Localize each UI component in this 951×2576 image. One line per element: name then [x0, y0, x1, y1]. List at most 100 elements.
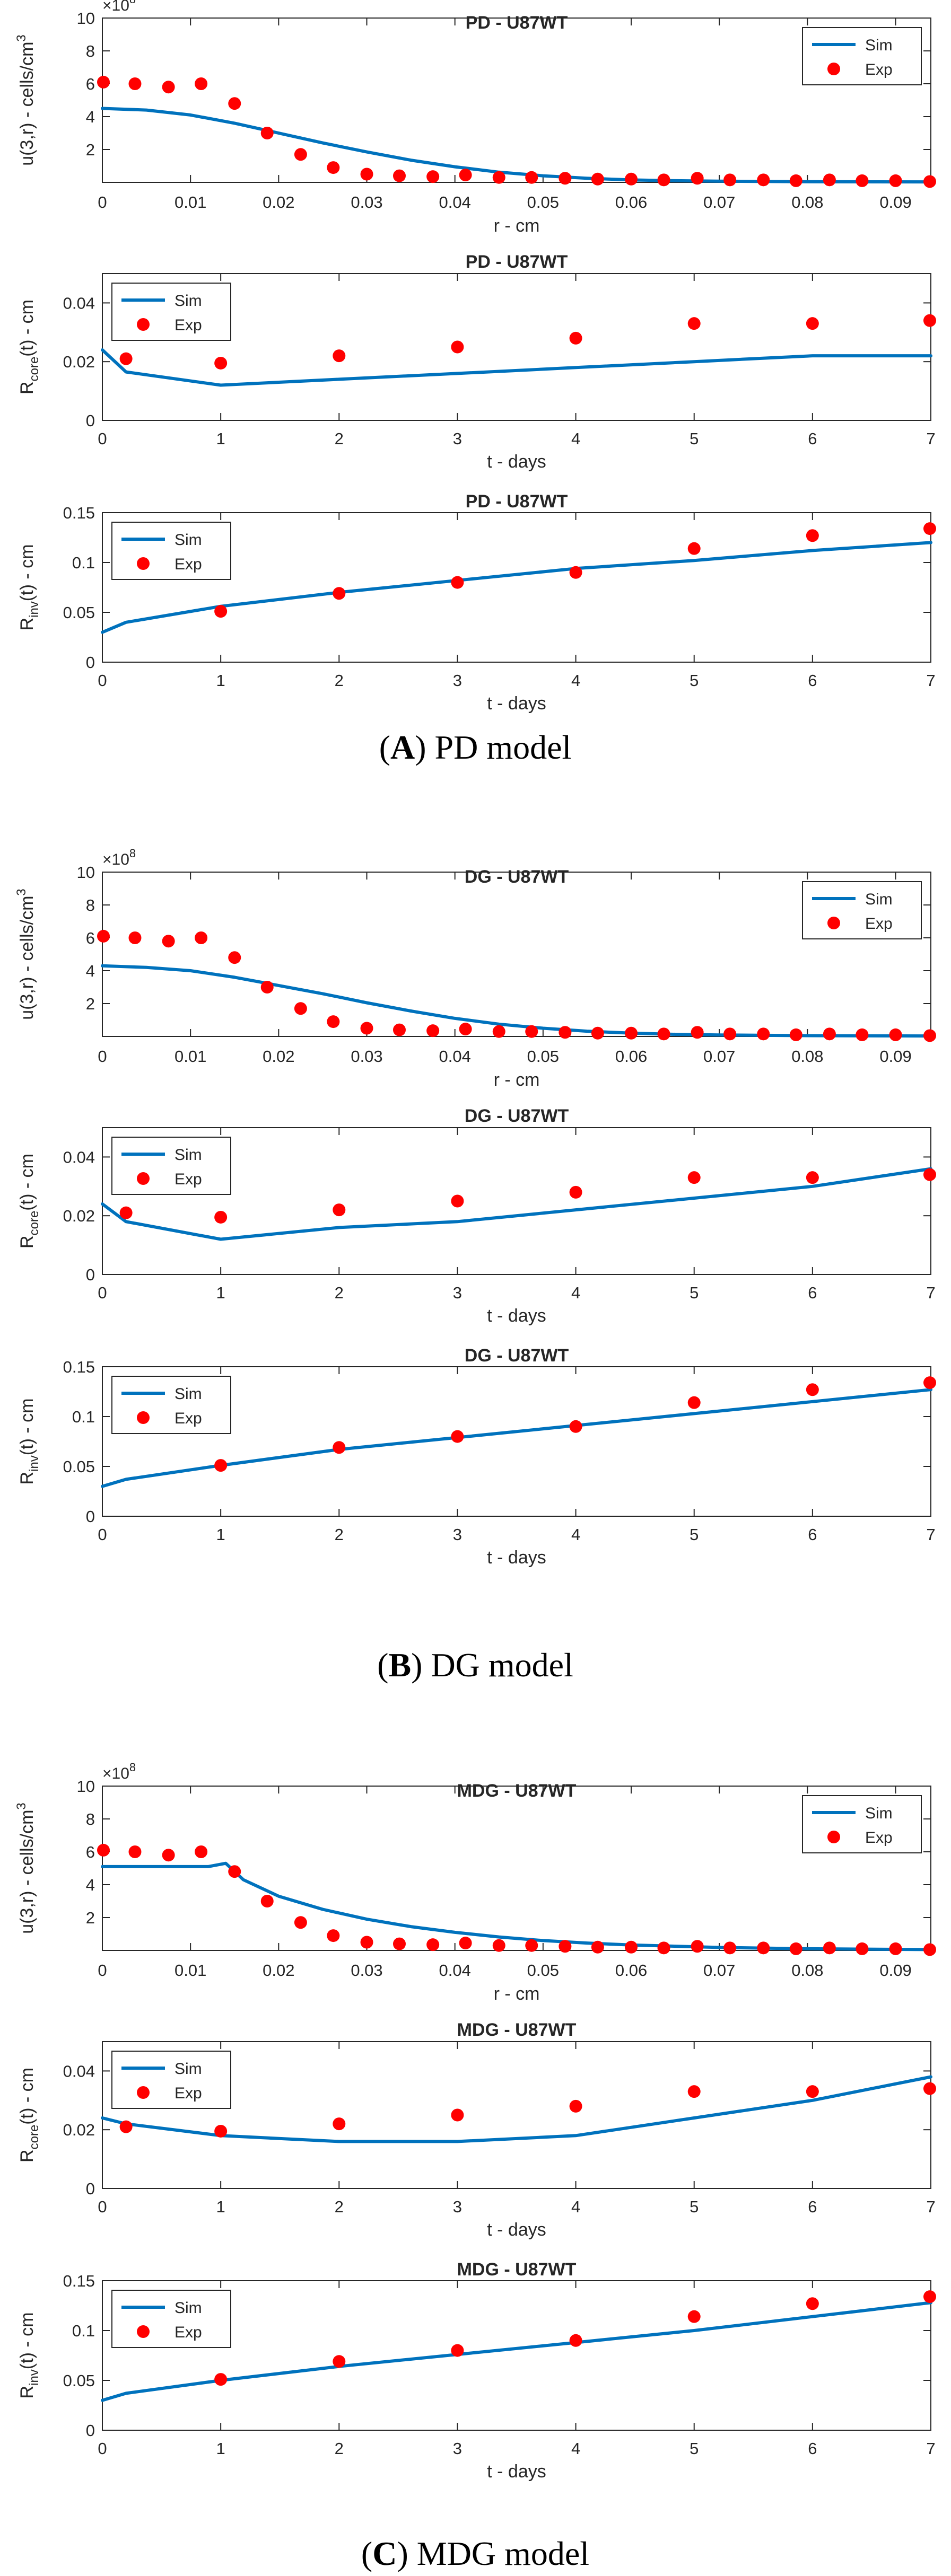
exp-data-point [97, 1843, 110, 1857]
y-axis-label-subscript: core [27, 357, 41, 382]
y-axis-label-tail: (t) - cm [17, 300, 37, 357]
legend: Sim Exp [111, 2051, 231, 2109]
exp-data-point [426, 170, 440, 183]
exp-data-point [723, 1027, 737, 1041]
exp-data-point [889, 174, 902, 187]
y-tick-label: 10 [77, 1777, 95, 1796]
exp-data-point [923, 2290, 936, 2304]
x-tick-label: 0.01 [175, 1047, 206, 1066]
x-tick-label: 0.02 [263, 1961, 294, 1980]
y-axis-label-main: R [17, 2149, 37, 2162]
y-axis-label-main: R [17, 618, 37, 631]
chart-title: PD - U87WT [466, 13, 568, 33]
x-tick-label: 6 [808, 1283, 817, 1302]
exp-data-point [492, 171, 505, 184]
x-tick-label: 4 [571, 1283, 580, 1302]
x-axis-label: t - days [487, 693, 546, 714]
exp-data-point [687, 2310, 701, 2323]
x-tick-label: 0.01 [175, 1961, 206, 1980]
legend-exp-swatch [827, 917, 840, 929]
figure-group-c: MDG - U87WT 0 0.01 0.02 0.03 0.04 0.05 0.06 0.07… [14, 1761, 936, 2572]
chart-title: MDG - U87WT [457, 2020, 577, 2040]
legend: Sim Exp [111, 2290, 231, 2348]
exp-data-point [162, 935, 175, 948]
exp-data-point [360, 168, 373, 181]
exp-data-point [451, 340, 464, 354]
x-tick-label: 0.06 [615, 1961, 647, 1980]
x-tick-label: 5 [690, 1283, 699, 1302]
legend-label: Sim [175, 2299, 202, 2317]
plot-frame [102, 2041, 931, 2189]
exp-data-point [823, 173, 836, 187]
exp-data-point [687, 1396, 701, 1409]
exp-data-point [856, 174, 869, 187]
x-tick-label: 6 [808, 2439, 817, 2458]
legend: Sim Exp [802, 881, 922, 939]
caption-text: PD model [426, 728, 572, 766]
y-multiplier-exponent: 8 [129, 1761, 136, 1774]
exp-data-point [426, 1024, 440, 1038]
chart-title: DG - U87WT [465, 1106, 569, 1126]
y-axis-label-subscript: core [27, 1211, 41, 1236]
y-axis-label-main: u(3,r) - cells/cm [17, 1810, 37, 1934]
y-axis-label-subscript: inv [27, 601, 41, 618]
x-tick-label: 6 [808, 2197, 817, 2216]
x-tick-label: 0.03 [351, 1047, 382, 1066]
x-tick-label: 0.09 [879, 1961, 911, 1980]
x-tick-label: 0 [98, 2197, 107, 2216]
series-sim-line [101, 348, 932, 387]
exp-data-point [260, 981, 274, 994]
x-tick-label: 4 [571, 2197, 580, 2216]
exp-data-point [569, 2334, 582, 2347]
exp-data-point [360, 1936, 373, 1949]
x-tick-label: 2 [335, 1283, 344, 1302]
y-axis-label-tail: (t) - cm [17, 1399, 37, 1456]
figure-caption: (A) PD model [379, 728, 572, 766]
exp-data-point [333, 349, 346, 363]
y-tick-label: 0.02 [63, 1207, 95, 1225]
exp-data-point [128, 77, 142, 90]
plot-frame [102, 1786, 931, 1951]
x-tick-label: 3 [453, 1525, 462, 1544]
x-tick-label: 0.07 [703, 193, 735, 212]
exp-data-point [569, 566, 582, 579]
exp-data-point [923, 1943, 936, 1956]
legend-box [111, 1376, 231, 1434]
exp-data-point [559, 1940, 572, 1953]
y-tick-label: 8 [86, 42, 95, 60]
exp-data-point [128, 931, 142, 944]
chart-title: DG - U87WT [465, 1346, 569, 1366]
exp-data-point [327, 161, 340, 174]
chart-title: DG - U87WT [465, 867, 569, 887]
exp-data-point [195, 77, 208, 90]
chart-panel: MDG - U87WT 0 1 2 3 4 5 6 7 0 0.05 0.1 0.15 t - days R… [17, 2260, 936, 2482]
y-tick-label: 0 [86, 1265, 95, 1284]
exp-data-point [856, 1028, 869, 1041]
chart-panel: MDG - U87WT 0 1 2 3 4 5 6 7 0 0.02 0.04 t - days Rcor… [17, 2020, 936, 2240]
caption-paren-close: ) [397, 2535, 408, 2572]
legend-exp-swatch [137, 318, 150, 331]
exp-data-point [559, 1026, 572, 1039]
exp-data-point [260, 1895, 274, 1907]
exp-data-point [294, 148, 307, 161]
exp-data-point [806, 1383, 819, 1396]
exp-data-point [789, 1028, 802, 1041]
y-axis-label-subscript: inv [27, 1455, 41, 1472]
legend-label: Exp [175, 2085, 202, 2102]
y-tick-label: 6 [86, 929, 95, 947]
exp-data-point [569, 1420, 582, 1433]
exp-data-point [119, 1206, 133, 1219]
exp-data-point [806, 2085, 819, 2098]
x-tick-label: 4 [571, 429, 580, 448]
x-tick-label: 0.03 [351, 1961, 382, 1980]
legend: Sim Exp [111, 283, 231, 341]
legend-label: Exp [175, 556, 202, 573]
exp-data-point [591, 1026, 604, 1040]
exp-data-point [591, 1940, 604, 1954]
exp-data-point [923, 175, 936, 188]
caption-text: DG model [422, 1646, 573, 1684]
legend-box [111, 2051, 231, 2109]
exp-data-point [333, 587, 346, 600]
y-tick-label: 0.04 [63, 2062, 95, 2080]
